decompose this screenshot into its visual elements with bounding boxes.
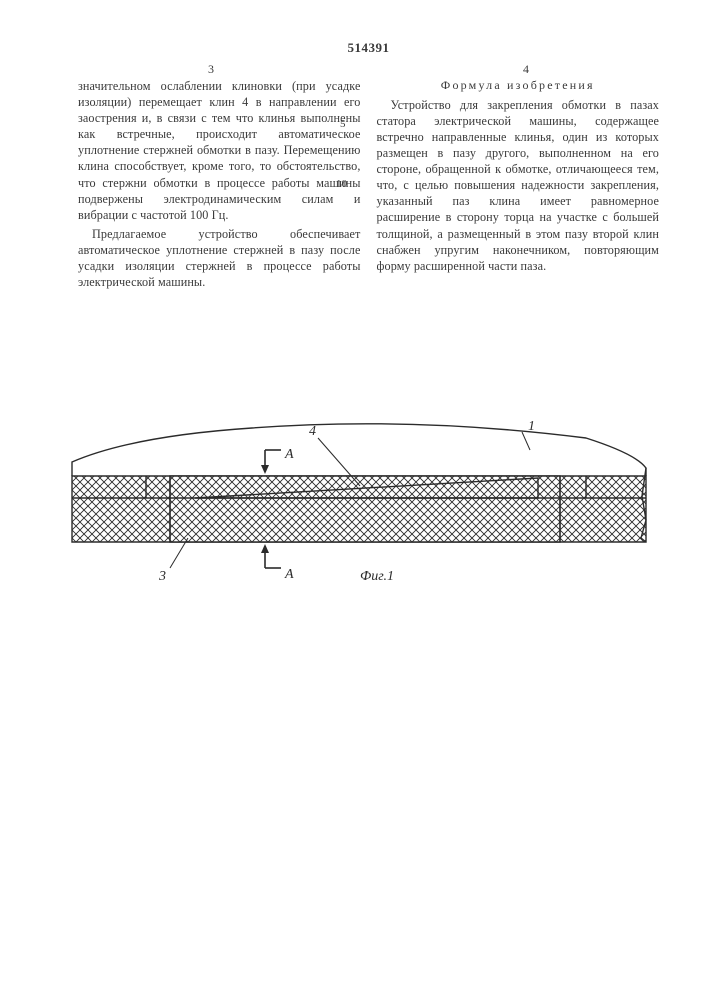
right-column: Формула изобретения Устройство для закре… xyxy=(377,78,660,293)
left-paragraph-1: значительном ослаблении клиновки (при ус… xyxy=(78,78,361,223)
svg-text:3: 3 xyxy=(158,569,166,584)
svg-text:А: А xyxy=(284,567,294,582)
line-number-10: 10 xyxy=(336,178,347,190)
patent-number: 514391 xyxy=(78,40,659,56)
left-paragraph-2: Предлагаемое устройство обеспечивает авт… xyxy=(78,226,361,290)
line-number-5: 5 xyxy=(340,118,346,130)
left-column: значительном ослаблении клиновки (при ус… xyxy=(78,78,361,293)
column-numbers: 3 4 xyxy=(78,62,659,76)
right-col-number: 4 xyxy=(523,62,529,77)
svg-text:4: 4 xyxy=(309,424,316,439)
svg-text:А: А xyxy=(284,447,294,462)
figure-svg: 4 1 3 А А Фиг.1 xyxy=(60,390,660,610)
text-columns: значительном ослаблении клиновки (при ус… xyxy=(78,78,659,293)
claims-title: Формула изобретения xyxy=(377,78,660,94)
svg-text:1: 1 xyxy=(528,419,535,434)
svg-text:Фиг.1: Фиг.1 xyxy=(360,569,394,584)
figure-1: 4 1 3 А А Фиг.1 xyxy=(60,390,660,610)
left-col-number: 3 xyxy=(208,62,214,77)
patent-page: 514391 3 4 5 10 значительном ослаблении … xyxy=(0,0,707,1000)
right-paragraph-1: Устройство для закрепления обмотки в паз… xyxy=(377,97,660,274)
